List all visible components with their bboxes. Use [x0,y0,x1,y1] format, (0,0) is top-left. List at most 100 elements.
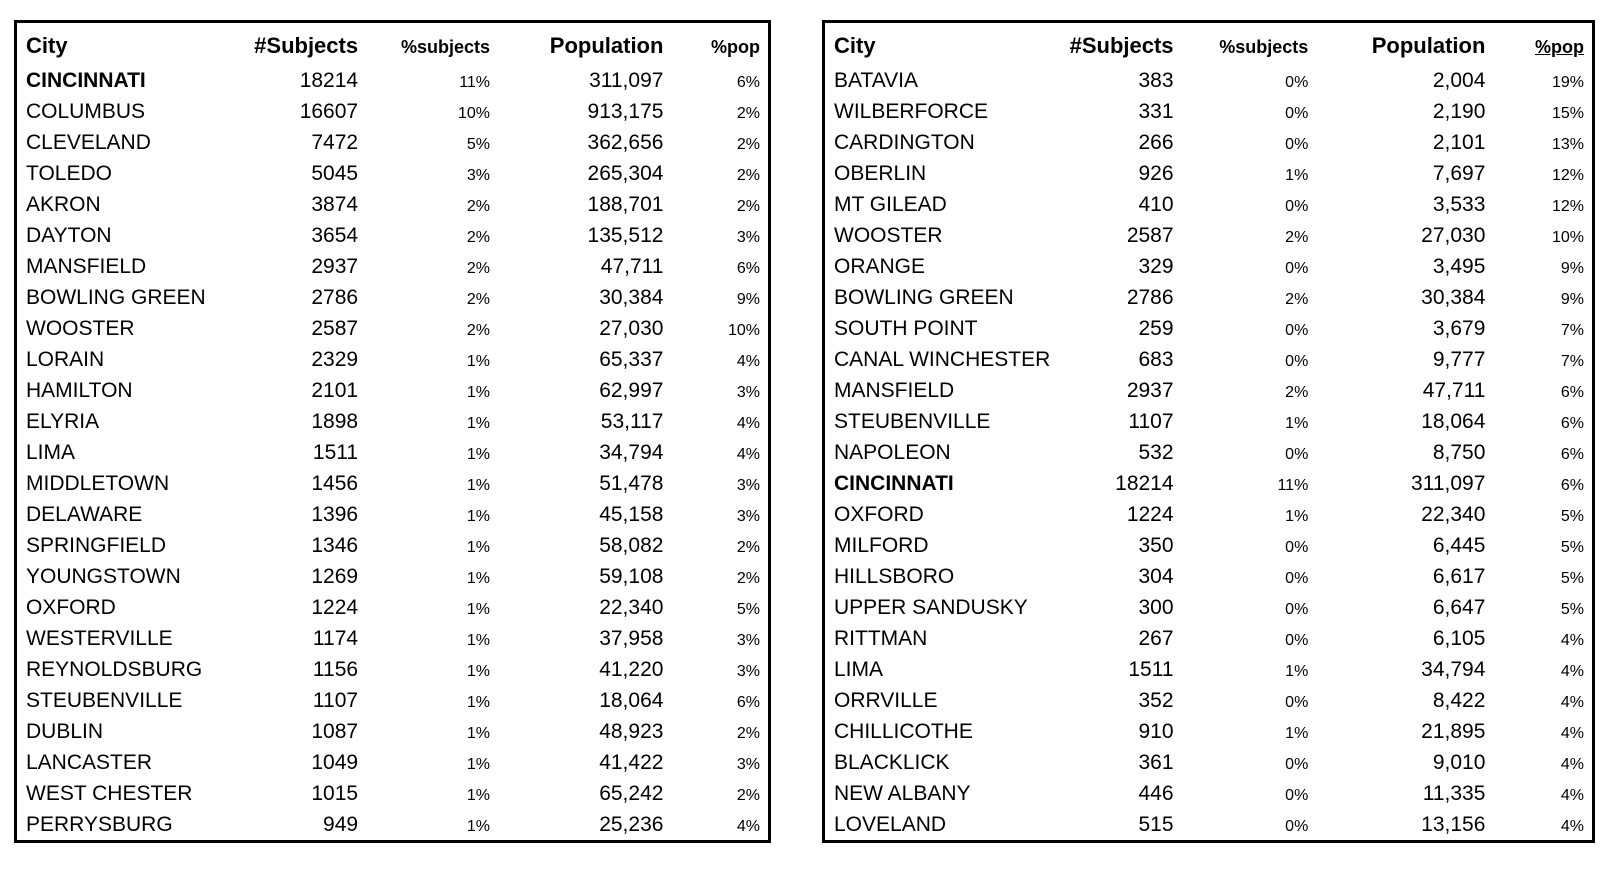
city-cell: LOVELAND [834,813,947,836]
population-cell: 34,794 [1421,658,1486,681]
population-cell: 62,997 [599,379,664,402]
pct-pop-cell: 6% [1560,415,1584,432]
table-row: AKRON 3874 2% 188,701 2% [16,189,770,220]
pct-subjects-cell: 1% [466,787,491,804]
population-cell: 22,340 [599,596,664,619]
population-cell: 913,175 [587,100,664,123]
subjects-cell: 5045 [311,162,359,185]
population-cell: 6,445 [1432,534,1486,557]
pct-subjects-cell: 2% [1285,291,1309,308]
city-cell: TOLEDO [26,162,112,185]
pct-pop-cell: 6% [736,260,760,277]
population-cell: 65,242 [599,782,664,805]
pct-pop-cell: 4% [1560,725,1584,742]
city-cell: SPRINGFIELD [26,534,167,557]
pct-pop-cell: 3% [736,477,760,494]
population-cell: 11,335 [1422,782,1486,805]
population-cell: 2,190 [1432,100,1486,123]
pct-pop-cell: 2% [736,167,760,184]
pct-subjects-cell: 1% [466,570,491,587]
city-cell: OBERLIN [834,162,927,185]
population-cell: 27,030 [1421,224,1486,247]
table-row: COLUMBUS 16607 10% 913,175 2% [16,96,770,127]
city-cell: LANCASTER [26,751,153,774]
table-row: HILLSBORO 304 0% 6,617 5% [824,561,1594,592]
col-header-pct-subjects: %subjects [1219,37,1309,57]
city-cell: HAMILTON [26,379,133,402]
pct-subjects-cell: 0% [1285,105,1309,122]
pct-pop-cell: 4% [1560,818,1584,835]
city-cell: ELYRIA [26,410,100,433]
subjects-cell: 331 [1138,100,1174,123]
pct-subjects-cell: 1% [466,384,491,401]
city-cell: WOOSTER [26,317,135,340]
subjects-cell: 2101 [311,379,359,402]
table-row: LOVELAND 515 0% 13,156 4% [824,809,1594,842]
subjects-cell: 2786 [311,286,359,309]
pct-pop-cell: 5% [1560,539,1584,556]
population-cell: 8,750 [1432,441,1486,464]
pct-pop-cell: 5% [736,601,760,618]
pct-subjects-cell: 2% [466,322,491,339]
subjects-cell: 2587 [1126,224,1174,247]
table-row: MANSFIELD 2937 2% 47,711 6% [824,375,1594,406]
population-cell: 48,923 [599,720,664,743]
pct-pop-cell: 4% [1560,756,1584,773]
pct-subjects-cell: 1% [466,415,491,432]
pct-pop-cell: 3% [736,756,760,773]
subjects-cell: 926 [1138,162,1174,185]
pct-subjects-cell: 0% [1285,756,1309,773]
city-cell: BLACKLICK [834,751,950,774]
subjects-cell: 3654 [311,224,359,247]
pct-subjects-cell: 0% [1285,539,1309,556]
city-cell: LORAIN [26,348,105,371]
population-cell: 8,422 [1432,689,1486,712]
population-cell: 41,422 [599,751,664,774]
city-cell: CLEVELAND [26,131,151,154]
subjects-cell: 683 [1138,348,1174,371]
population-cell: 2,004 [1432,69,1486,92]
pct-pop-cell: 4% [1560,663,1584,680]
pct-pop-cell: 19% [1551,74,1584,91]
city-cell: MANSFIELD [834,379,955,402]
pct-subjects-cell: 1% [1285,725,1309,742]
pct-pop-cell: 4% [736,353,760,370]
table-row: CARDINGTON 266 0% 2,101 13% [824,127,1594,158]
table-row: BOWLING GREEN 2786 2% 30,384 9% [824,282,1594,313]
city-cell: WEST CHESTER [26,782,193,805]
pct-subjects-cell: 1% [466,632,491,649]
pct-subjects-cell: 1% [466,725,491,742]
subjects-cell: 383 [1138,69,1174,92]
city-cell: MT GILEAD [834,193,947,216]
pct-pop-cell: 10% [727,322,760,339]
subjects-cell: 267 [1138,627,1174,650]
subjects-cell: 1049 [311,751,359,774]
pct-subjects-cell: 0% [1285,136,1309,153]
table-row: DUBLIN 1087 1% 48,923 2% [16,716,770,747]
subjects-cell: 1174 [312,627,359,650]
city-cell: DELAWARE [26,503,143,526]
pct-pop-cell: 3% [736,384,760,401]
city-cell: REYNOLDSBURG [26,658,203,681]
pct-pop-cell: 7% [1560,322,1584,339]
pct-subjects-cell: 1% [466,539,491,556]
city-cell: AKRON [26,193,101,216]
population-cell: 27,030 [599,317,664,340]
pct-subjects-cell: 3% [466,167,491,184]
city-cell: HILLSBORO [834,565,955,588]
population-cell: 47,711 [1422,379,1486,402]
table-row: STEUBENVILLE 1107 1% 18,064 6% [16,685,770,716]
pct-pop-cell: 2% [736,198,760,215]
population-cell: 25,236 [599,813,664,836]
city-cell: CANAL WINCHESTER [834,348,1051,371]
subjects-cell: 1107 [1128,410,1174,433]
pct-subjects-cell: 2% [1285,229,1309,246]
population-cell: 311,097 [589,69,664,92]
table-row: CINCINNATI 18214 11% 311,097 6% [16,65,770,96]
subjects-cell: 7472 [311,131,359,154]
pct-pop-cell: 6% [1560,446,1584,463]
population-cell: 18,064 [1421,410,1486,433]
table-row: LIMA 1511 1% 34,794 4% [16,437,770,468]
population-cell: 58,082 [599,534,664,557]
population-cell: 47,711 [600,255,664,278]
